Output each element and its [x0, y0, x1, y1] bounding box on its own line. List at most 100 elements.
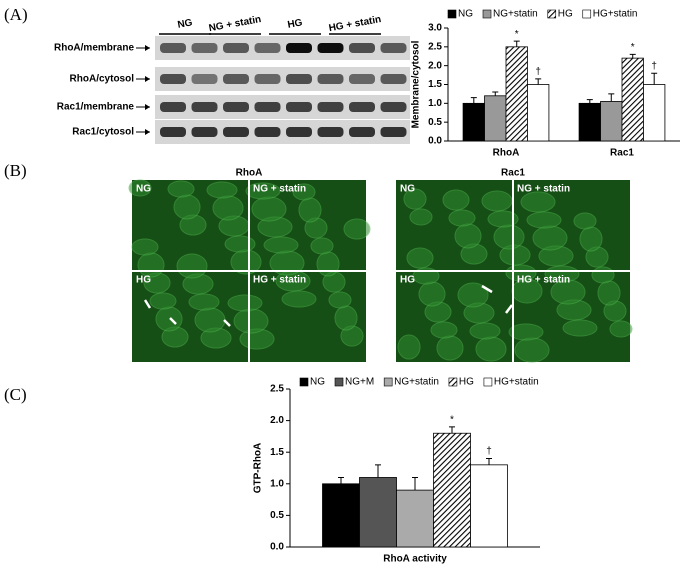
cell: [233, 308, 269, 334]
error-bar: [338, 476, 344, 484]
arrow: [505, 304, 513, 314]
blot-band: [254, 102, 281, 112]
y-tick-label: 2.0: [428, 60, 442, 71]
blot-band: [380, 127, 407, 137]
error-bar: [608, 93, 615, 102]
error-bar: [449, 426, 455, 434]
y-tick-label: 0.5: [428, 117, 442, 128]
blot-band: [191, 102, 218, 112]
cell: [526, 211, 562, 229]
cell: [469, 322, 501, 340]
quadrant-label: NG: [400, 184, 415, 195]
cell: [310, 237, 334, 255]
significance-marker: †: [651, 61, 657, 72]
error-bar: [412, 476, 418, 491]
arrow-head: [145, 76, 150, 82]
cell: [194, 307, 226, 333]
blot-band: [380, 43, 407, 53]
legend-label: HG: [558, 9, 573, 20]
blot-band: [191, 127, 218, 137]
y-tick-label: 1.5: [428, 79, 442, 90]
bar: [484, 95, 507, 142]
legend-swatch: [383, 377, 393, 387]
legend-label: HG+statin: [494, 377, 539, 388]
error-bar: [470, 97, 477, 104]
cell: [245, 182, 281, 200]
y-axis-label: Membrane/cytosol: [411, 40, 422, 128]
cell: [493, 224, 525, 250]
cell: [475, 336, 507, 362]
blot-band: [223, 127, 249, 137]
blot-band: [254, 127, 281, 137]
blot-band: [380, 74, 407, 84]
significance-marker: †: [486, 446, 492, 457]
cell: [562, 319, 598, 337]
quadrant-label: HG + statin: [253, 275, 306, 286]
blot-band: [223, 74, 249, 84]
blot-band: [160, 102, 186, 112]
error-bar: [513, 40, 520, 47]
blot-band: [223, 102, 249, 112]
panel-label: (C): [4, 385, 27, 404]
cell: [316, 251, 340, 277]
error-bar: [375, 464, 381, 478]
bar: [600, 101, 623, 142]
bar: [433, 432, 471, 548]
quadrant-label: NG + statin: [517, 184, 570, 195]
blot-band: [286, 102, 312, 112]
row-label: Rac1/cytosol: [72, 127, 134, 138]
cell: [227, 294, 263, 312]
legend-label: NG+statin: [394, 377, 439, 388]
cell: [176, 253, 208, 279]
cell: [137, 252, 165, 278]
y-tick-label: 2.5: [428, 41, 442, 52]
legend-swatch: [482, 9, 492, 19]
panel-label: (B): [4, 161, 27, 180]
legend-label: NG: [458, 9, 473, 20]
cell: [155, 306, 183, 332]
quadrant-label: HG: [136, 275, 151, 286]
legend-swatch: [547, 9, 557, 19]
cell: [448, 209, 476, 227]
legend-swatch: [483, 377, 493, 387]
legend-swatch: [334, 377, 344, 387]
blot-band: [160, 74, 186, 84]
cell: [597, 280, 621, 306]
cell: [328, 291, 352, 309]
group-label: HG: [287, 17, 304, 30]
quadrant-label: NG + statin: [253, 184, 306, 195]
cell: [454, 223, 482, 249]
cell: [224, 235, 256, 253]
cell: [579, 226, 603, 252]
blot-band: [317, 102, 344, 112]
legend-swatch: [447, 9, 457, 19]
cell: [343, 218, 371, 240]
y-tick-label: 0.0: [270, 542, 284, 553]
significance-marker: *: [515, 29, 519, 40]
error-bar: [486, 458, 492, 465]
micrograph-title: RhoA: [236, 168, 263, 179]
x-tick-label: RhoA: [493, 148, 520, 159]
y-axis-label: GTP-RhoA: [253, 443, 264, 494]
cell: [251, 196, 287, 222]
cell: [532, 225, 568, 251]
blot-band: [349, 43, 375, 53]
group-label: HG + statin: [328, 14, 382, 34]
blot-band: [160, 127, 186, 137]
row-label: Rac1/membrane: [57, 102, 135, 113]
panel-label: (A): [4, 5, 28, 24]
bar: [505, 46, 528, 142]
cell: [436, 335, 464, 361]
cell: [292, 183, 316, 201]
legend-label: HG+statin: [593, 9, 638, 20]
cell: [442, 189, 470, 211]
significance-marker: *: [631, 42, 635, 53]
cell: [167, 180, 195, 198]
cell: [131, 238, 159, 256]
blot-band: [160, 43, 186, 53]
cell: [487, 210, 519, 228]
arrow: [169, 317, 177, 325]
arrow-head: [145, 129, 150, 135]
cell: [481, 190, 513, 212]
